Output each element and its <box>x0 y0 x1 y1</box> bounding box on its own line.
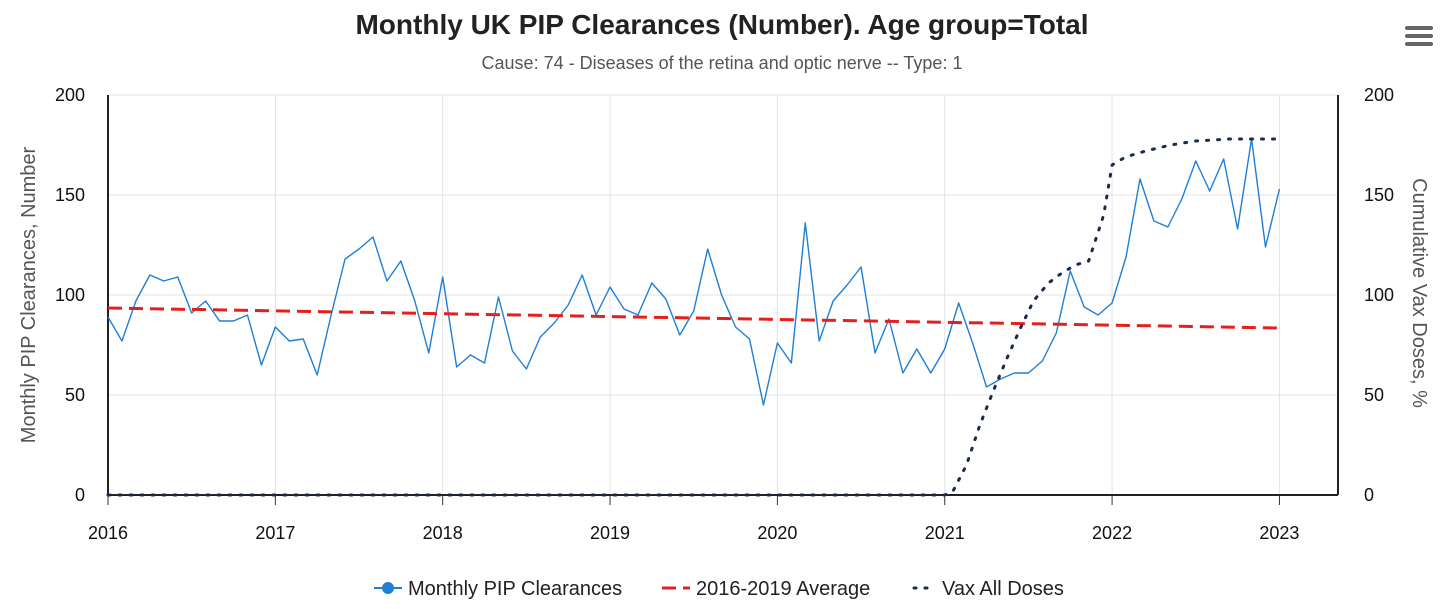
y-axis-label: Monthly PIP Clearances, Number <box>18 146 40 443</box>
x-tick-label: 2016 <box>88 523 128 543</box>
legend-item-label: Monthly PIP Clearances <box>408 578 622 600</box>
y-tick-label: 200 <box>55 85 85 105</box>
series <box>106 137 1281 497</box>
y2-tick-label: 50 <box>1364 385 1384 405</box>
y-tick-label: 50 <box>65 385 85 405</box>
y2-tick-label: 100 <box>1364 285 1394 305</box>
chart-title: Monthly UK PIP Clearances (Number). Age … <box>355 9 1088 40</box>
x-tick-label: 2020 <box>757 523 797 543</box>
series-line-2 <box>107 306 1280 330</box>
y2-axis-label: Cumulative Vax Doses, % <box>1408 178 1430 408</box>
x-tick-label: 2022 <box>1092 523 1132 543</box>
y2-tick-label: 150 <box>1364 185 1394 205</box>
x-tick-label: 2019 <box>590 523 630 543</box>
hamburger-menu-icon <box>1405 26 1433 46</box>
y-tick-label: 100 <box>55 285 85 305</box>
legend-item-label: 2016-2019 Average <box>696 578 870 600</box>
legend: Monthly PIP Clearances 2016-2019 Average V… <box>374 578 1064 600</box>
axes: 0 50 100 150 200 0 50 100 150 200 2016 2017 2018 2019… <box>55 85 1394 543</box>
x-tick-label: 2023 <box>1259 523 1299 543</box>
y-tick-label: 150 <box>55 185 85 205</box>
y2-tick-label: 0 <box>1364 485 1374 505</box>
grid <box>107 94 1338 496</box>
y-tick-label: 0 <box>75 485 85 505</box>
x-tick-label: 2018 <box>423 523 463 543</box>
chart-menu-button[interactable] <box>1402 22 1436 50</box>
chart-subtitle: Cause: 74 - Diseases of the retina and o… <box>482 53 963 73</box>
legend-symbol-marker <box>382 582 394 594</box>
series-line-3 <box>106 137 1281 497</box>
series-line-1 <box>107 138 1281 406</box>
x-tick-label: 2021 <box>925 523 965 543</box>
y2-tick-label: 200 <box>1364 85 1394 105</box>
x-tick-label: 2017 <box>255 523 295 543</box>
legend-item-label: Vax All Doses <box>942 578 1064 600</box>
